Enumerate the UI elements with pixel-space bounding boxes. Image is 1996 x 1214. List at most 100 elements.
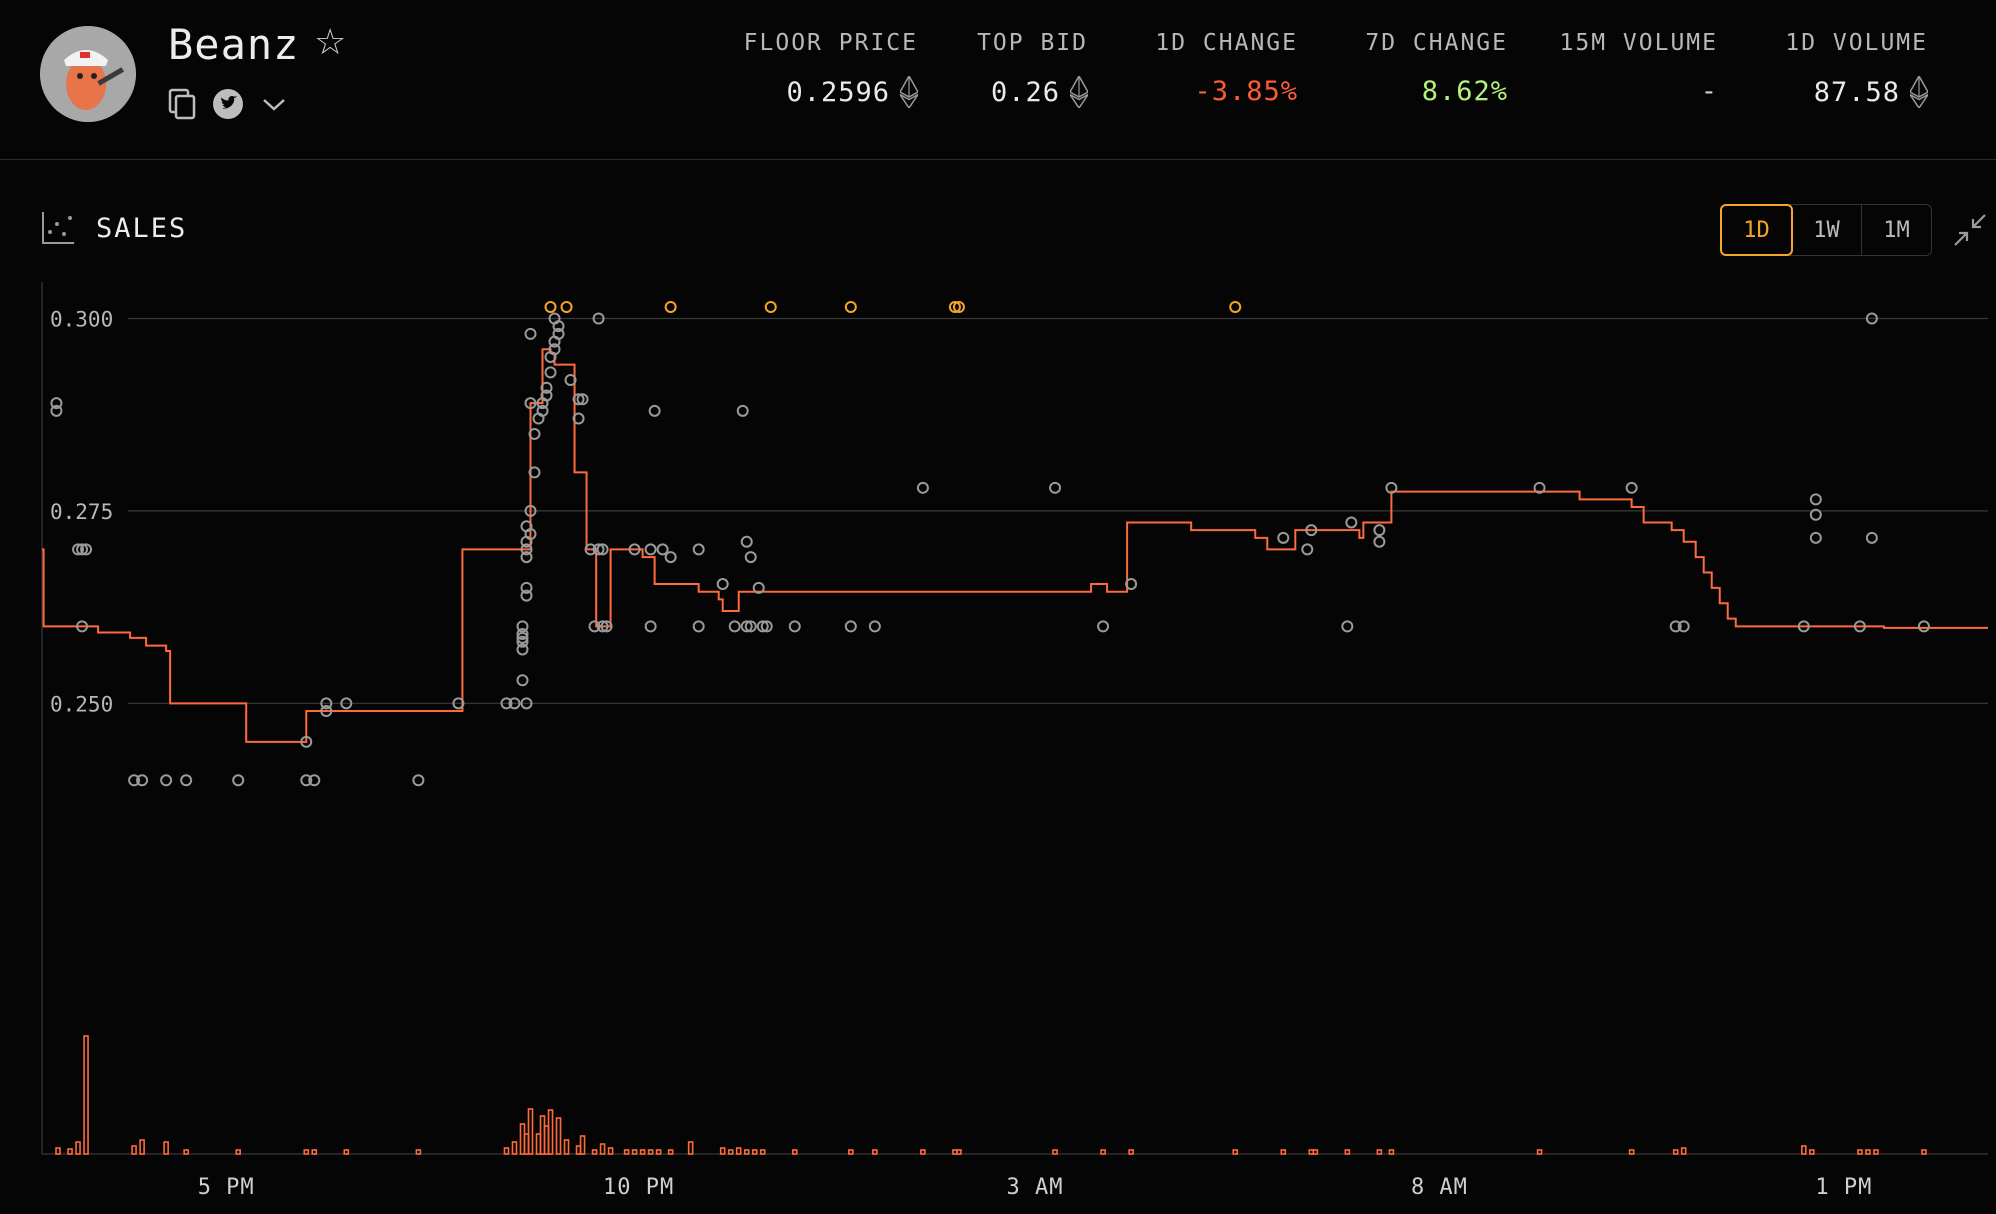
sales-chart[interactable]: 0.300 0.275 0.250 5 PM 10 PM 3 AM 8 AM 1 PM (0, 270, 1996, 1214)
stat-value-text: 0.26 (990, 76, 1060, 108)
sale-point (528, 466, 541, 479)
sale-point (232, 774, 245, 787)
sale-point (320, 705, 333, 718)
sale-point (736, 404, 749, 417)
stat-7d-change: 7D CHANGE 8.62% (1365, 30, 1508, 107)
volume-bar (235, 1149, 242, 1155)
sale-point (76, 620, 89, 633)
twitter-icon[interactable] (212, 88, 244, 120)
volume-bar (751, 1149, 758, 1155)
volume-bar (415, 1149, 422, 1155)
sale-point (524, 397, 537, 410)
stat-value: 0.26 (977, 76, 1088, 108)
stat-value: 8.62% (1365, 76, 1508, 107)
sale-point (692, 543, 705, 556)
sale-point (516, 643, 529, 656)
sale-point (1305, 524, 1318, 537)
sale-point (552, 327, 565, 340)
volume-bar (607, 1147, 614, 1155)
star-outline-icon[interactable]: ☆ (314, 22, 347, 63)
eth-icon (1910, 76, 1928, 108)
sale-point (308, 774, 321, 787)
off-chart-sale-point (664, 301, 677, 313)
volume-bar (735, 1147, 742, 1155)
sale-point (1809, 508, 1822, 521)
sale-point (1533, 481, 1546, 494)
volume-bar (1128, 1149, 1134, 1155)
sale-point (564, 374, 577, 387)
volume-bar (139, 1139, 145, 1155)
x-tick-label: 10 PM (603, 1175, 674, 1200)
sale-point (528, 427, 541, 440)
volume-bar (1628, 1149, 1635, 1155)
sale-point (648, 404, 661, 417)
sale-point (300, 774, 313, 787)
sale-point (600, 620, 613, 633)
collection-links (166, 88, 290, 120)
sale-point (508, 697, 521, 710)
sale-point (500, 697, 513, 710)
sale-point (584, 543, 597, 556)
volume-bar (563, 1139, 570, 1155)
volume-bar (1280, 1149, 1287, 1155)
eth-icon (900, 76, 918, 108)
sale-point (756, 620, 769, 633)
sales-section-title: SALES (40, 210, 187, 246)
sale-point (76, 543, 89, 556)
sale-point (1373, 535, 1386, 548)
volume-bar (131, 1145, 137, 1155)
volume-bar (511, 1141, 518, 1155)
sale-point (868, 620, 881, 633)
stat-label: 15M VOLUME (1559, 30, 1718, 56)
sale-point (760, 620, 773, 633)
off-chart-sale-point (948, 301, 961, 313)
copy-icon[interactable] (166, 88, 198, 120)
volume-bar (1052, 1149, 1058, 1155)
volume-bar (759, 1149, 766, 1155)
range-1d[interactable]: 1D (1720, 204, 1793, 256)
sale-point (1277, 531, 1290, 544)
sale-point (1341, 620, 1354, 633)
sale-point (1865, 312, 1878, 325)
stat-label: TOP BID (977, 30, 1088, 56)
volume-bar (872, 1149, 878, 1155)
sale-point (1669, 620, 1682, 633)
sale-point (744, 551, 757, 564)
collapse-arrows-icon[interactable] (1952, 212, 1988, 248)
stat-15m-volume: 15M VOLUME - (1560, 30, 1718, 107)
range-1m[interactable]: 1M (1883, 217, 1910, 243)
sale-point (844, 620, 857, 633)
volume-bar (591, 1149, 598, 1155)
sale-point (788, 620, 801, 633)
stat-value: - (1560, 76, 1718, 107)
off-chart-sale-point (764, 301, 777, 313)
y-tick-label: 0.300 (50, 307, 113, 331)
range-1w[interactable]: 1W (1792, 205, 1862, 255)
sale-point (320, 697, 333, 710)
volume-bar (55, 1147, 61, 1155)
sale-point (1809, 493, 1822, 506)
volume-bar (1809, 1149, 1815, 1155)
sale-point (596, 543, 609, 556)
sale-point (1373, 524, 1386, 537)
volume-bar (727, 1149, 734, 1155)
sale-point (160, 774, 173, 787)
sale-point (740, 535, 753, 548)
sale-point (1797, 620, 1810, 633)
chevron-down-icon[interactable] (258, 88, 290, 120)
sale-point (412, 774, 425, 787)
x-tick-label: 8 AM (1411, 1175, 1468, 1200)
off-chart-sale-point (544, 301, 557, 313)
sale-point (548, 343, 561, 356)
sale-point (516, 628, 529, 641)
stat-value: -3.85% (1155, 76, 1298, 107)
y-tick-label: 0.275 (50, 500, 113, 524)
sale-point (592, 543, 605, 556)
x-tick-label: 5 PM (198, 1175, 255, 1200)
volume-bar (547, 1109, 554, 1155)
sale-point (536, 404, 549, 417)
stat-value: 87.58 (1785, 76, 1928, 108)
volume-bar (956, 1149, 962, 1155)
sale-point (520, 697, 533, 710)
volume-bar (75, 1141, 81, 1155)
